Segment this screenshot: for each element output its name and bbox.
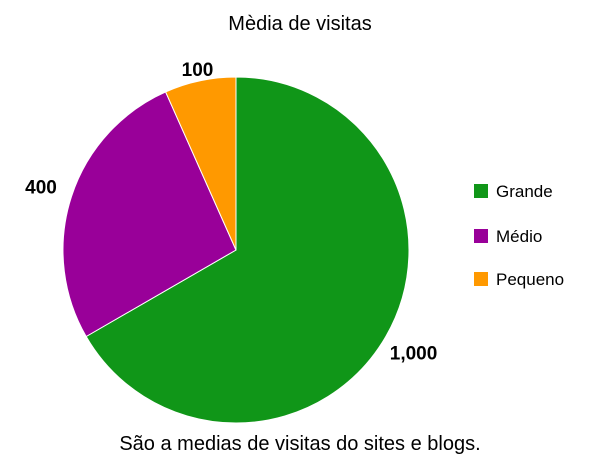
legend-swatch-medio	[474, 229, 488, 243]
legend: Grande Médio Pequeno	[474, 182, 564, 289]
legend-label-medio: Médio	[496, 227, 542, 246]
legend-label-grande: Grande	[496, 182, 553, 201]
legend-swatch-pequeno	[474, 272, 488, 286]
legend-label-pequeno: Pequeno	[496, 270, 564, 289]
data-labels: 1,000 400 100	[25, 60, 437, 364]
chart-caption: São a medias de visitas do sites e blogs…	[119, 433, 480, 455]
legend-swatch-grande	[474, 184, 488, 198]
pie-slice-grande	[85, 76, 410, 424]
chart-title: Mèdia de visitas	[228, 13, 371, 35]
data-label-médio: 400	[25, 178, 57, 199]
pie-slice-pequeno	[164, 76, 237, 251]
pie-slices	[62, 76, 410, 424]
data-label-pequeno: 100	[182, 60, 214, 81]
data-label-grande: 1,000	[390, 344, 438, 365]
